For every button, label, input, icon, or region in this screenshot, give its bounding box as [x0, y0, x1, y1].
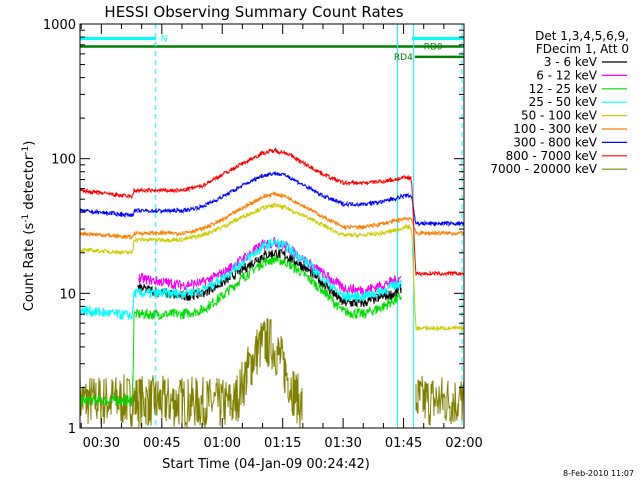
legend-label-12-25: 12 - 25 keV [529, 82, 598, 96]
rd4-label: RD4 [394, 53, 413, 63]
legend-header-line-1: Det 1,3,4,5,6,9, [535, 29, 629, 43]
x-tick-label-0: 00:30 [83, 436, 120, 451]
y-axis-label-end: ) [22, 141, 37, 146]
series-line-100-300 [79, 191, 465, 240]
legend-label-25-50: 25 - 50 keV [529, 95, 598, 109]
rd0-label: RD0 [424, 43, 443, 53]
series-line-50-100 [79, 202, 465, 332]
plot-frame [79, 23, 465, 429]
legend-label-50-100: 50 - 100 keV [521, 109, 598, 123]
x-tick-label-6: 02:00 [445, 436, 482, 451]
y-axis-label-sup1: -1 [21, 214, 31, 223]
legend-label-800-7000: 800 - 7000 keV [506, 149, 598, 163]
legend-label-3-6: 3 - 6 keV [544, 55, 598, 69]
series-group [79, 147, 465, 429]
series-line-300-800 [79, 171, 465, 228]
y-axis-label-sup2: -1 [21, 146, 31, 155]
x-tick-label-3: 01:15 [264, 436, 301, 451]
legend-label-7000-20000: 7000 - 20000 keV [490, 162, 597, 176]
y-tick-label-10: 10 [59, 287, 76, 302]
axes-group: 1 10 100 1000 00:30 00:45 01:00 01:15 01:30 01:45… [43, 18, 483, 451]
x-tick-label-2: 01:00 [204, 436, 241, 451]
legend-label-100-300: 100 - 300 keV [513, 122, 597, 136]
x-tick-label-1: 00:45 [143, 436, 180, 451]
y-axis-label-mid: detector [22, 154, 37, 214]
y-tick-label-1: 1 [68, 422, 76, 437]
generated-timestamp: 8-Feb-2010 11:07 [563, 469, 634, 478]
series-line-7000-20000 [79, 318, 465, 429]
x-tick-label-5: 01:45 [385, 436, 422, 451]
x-axis-label: Start Time (04-Jan-09 00:24:42) [162, 457, 370, 472]
x-tick-label-4: 01:30 [324, 436, 361, 451]
legend: Det 1,3,4,5,6,9, FDecim 1, Att 0 3 - 6 k… [490, 29, 629, 176]
chart-title: HESSI Observing Summary Count Rates [104, 3, 403, 21]
legend-label-300-800: 300 - 800 keV [513, 135, 597, 149]
night-label-n: N [161, 35, 168, 45]
series-line-25-50 [79, 238, 402, 321]
y-axis-label: Count Rate (s-1 detector-1) [21, 141, 37, 312]
series-line-800-7000 [79, 147, 465, 277]
y-axis-label-main: Count Rate (s [22, 223, 37, 312]
y-tick-label-100: 100 [51, 153, 76, 168]
legend-label-6-12: 6 - 12 keV [536, 68, 598, 82]
series-line-12-25 [79, 253, 402, 407]
legend-header-line-2: FDecim 1, Att 0 [536, 42, 629, 56]
y-tick-label-1000: 1000 [43, 18, 76, 33]
